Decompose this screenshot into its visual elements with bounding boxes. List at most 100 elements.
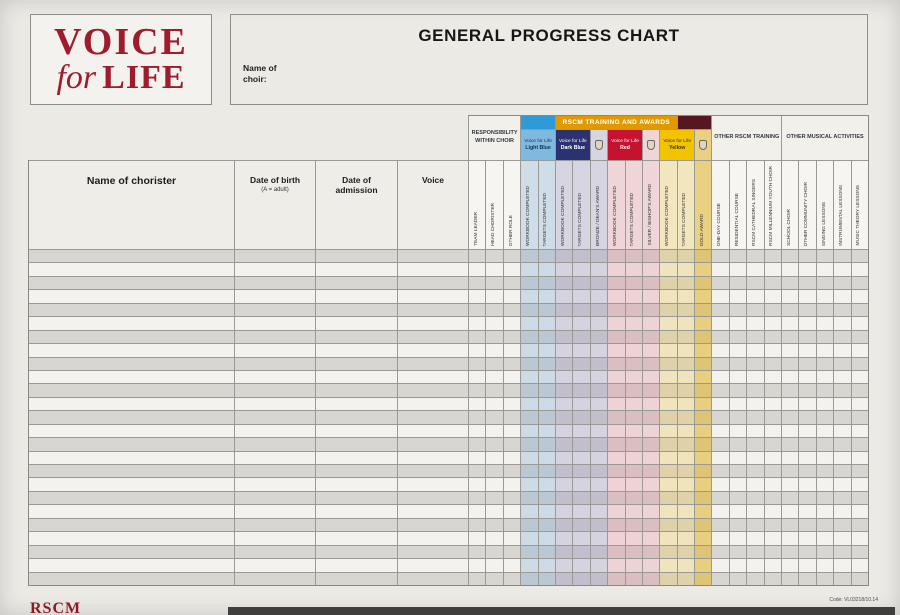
body-cell <box>642 505 660 518</box>
rotated-column-header-cell: GOLD AWARD <box>695 161 712 249</box>
body-cell <box>608 438 625 451</box>
rotated-column-header-cell: RSCM CATHEDRAL SINGERS <box>747 161 764 249</box>
body-cell <box>503 559 521 572</box>
body-cell <box>29 411 234 424</box>
body-cell <box>521 384 538 397</box>
body-cell <box>503 532 521 545</box>
body-cell <box>799 263 816 276</box>
body-cell <box>521 411 538 424</box>
body-cell <box>799 518 816 532</box>
body-cell <box>764 411 782 424</box>
body-cell <box>642 263 660 276</box>
body-cell <box>712 370 729 384</box>
body-cell <box>235 397 315 411</box>
body-cell <box>608 370 625 384</box>
body-cell <box>816 438 834 451</box>
body-cell <box>625 424 642 438</box>
body-cell <box>782 357 799 370</box>
wide-column-sublabel: (A = adult) <box>261 187 289 194</box>
body-cell <box>712 411 729 424</box>
body-cell <box>469 465 486 478</box>
logo-word-forlife: for LIFE <box>56 60 185 95</box>
body-cell <box>573 451 590 465</box>
body-cell <box>799 532 816 545</box>
body-cell <box>469 250 486 263</box>
award-crest-cell <box>642 130 660 160</box>
rscm-crest-icon <box>647 140 656 150</box>
body-cell <box>695 303 712 317</box>
rotated-column-header-cell: WORKBOOK COMPLETED <box>555 161 573 249</box>
body-cell <box>799 559 816 572</box>
body-cell <box>729 518 747 532</box>
body-cell <box>503 384 521 397</box>
body-cell <box>29 344 234 357</box>
body-cell <box>851 384 868 397</box>
body-cell <box>782 384 799 397</box>
body-cell <box>660 276 677 290</box>
body-cell <box>834 384 851 397</box>
body-cell <box>398 438 468 451</box>
body-cell <box>747 344 764 357</box>
body-cell <box>29 518 234 532</box>
body-cell <box>486 572 503 585</box>
body-cell <box>469 384 486 397</box>
body-cell <box>29 424 234 438</box>
body-cell <box>29 532 234 545</box>
body-cell <box>469 572 486 585</box>
body-cell <box>816 397 834 411</box>
body-cell <box>398 397 468 411</box>
body-cell <box>521 397 538 411</box>
body-cell <box>764 330 782 344</box>
body-cell <box>834 518 851 532</box>
body-cell <box>729 572 747 585</box>
body-cell <box>573 424 590 438</box>
body-cell <box>398 491 468 505</box>
body-cell <box>538 438 555 451</box>
body-cell <box>712 465 729 478</box>
body-cell <box>538 505 555 518</box>
body-cell <box>625 397 642 411</box>
body-cell <box>503 344 521 357</box>
body-cell <box>660 411 677 424</box>
body-cell <box>29 357 234 370</box>
body-cell <box>486 545 503 559</box>
body-cell <box>851 465 868 478</box>
body-cell <box>816 344 834 357</box>
level-box-yellow: Voice for Life Yellow <box>660 130 695 160</box>
body-cell <box>590 317 608 330</box>
body-cell <box>729 290 747 303</box>
body-cell <box>747 384 764 397</box>
body-cell <box>799 478 816 491</box>
body-cell <box>573 559 590 572</box>
body-cell <box>29 491 234 505</box>
body-cell <box>642 397 660 411</box>
body-cell <box>729 451 747 465</box>
body-cell <box>398 424 468 438</box>
rotated-column-label: RSCM MILLENNIUM YOUTH CHOIR <box>769 166 775 246</box>
body-cell <box>816 357 834 370</box>
body-cell <box>590 505 608 518</box>
body-cell <box>834 263 851 276</box>
rotated-column-label: SCHOOL CHOIR <box>786 209 792 246</box>
body-cell <box>834 424 851 438</box>
body-cell <box>608 263 625 276</box>
progress-chart-table: Name of chorister Date of birth (A = adult… <box>28 115 869 586</box>
body-cell <box>573 478 590 491</box>
body-cell <box>503 357 521 370</box>
body-cell <box>782 317 799 330</box>
body-cell <box>316 330 397 344</box>
body-cell <box>625 330 642 344</box>
rotated-column-header-cell: HEAD CHORISTER <box>486 161 503 249</box>
body-cell <box>503 276 521 290</box>
body-cell <box>660 370 677 384</box>
body-cell <box>521 491 538 505</box>
body-cell <box>573 317 590 330</box>
body-cell <box>316 505 397 518</box>
body-cell <box>747 276 764 290</box>
body-cell <box>555 303 573 317</box>
body-cell <box>398 330 468 344</box>
body-cell <box>834 411 851 424</box>
body-cell <box>316 491 397 505</box>
award-crest-cell <box>695 130 712 160</box>
body-cell <box>799 545 816 559</box>
